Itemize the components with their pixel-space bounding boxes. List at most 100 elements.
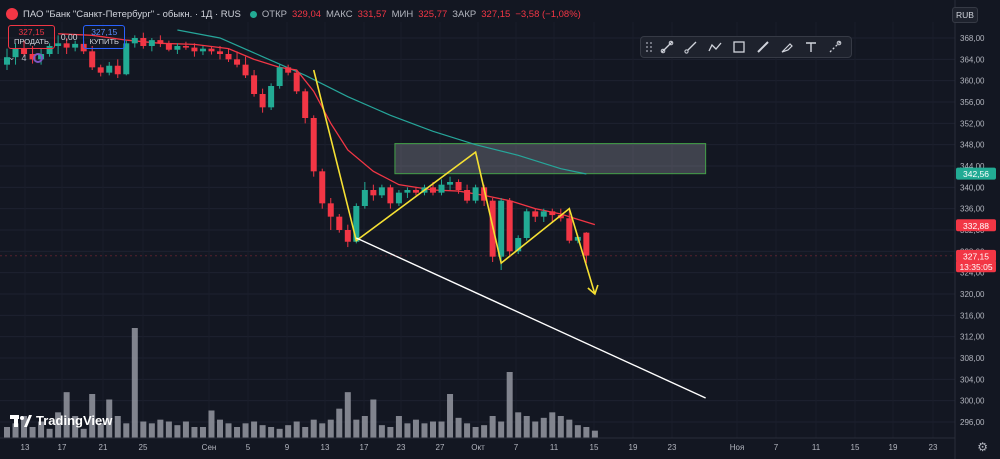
ma-long-line: [177, 29, 587, 175]
volume-bar: [540, 417, 547, 438]
volume-bar: [523, 416, 530, 438]
volume-bar: [114, 416, 121, 438]
drawings: [0, 69, 955, 399]
x-tick-label: 23: [668, 443, 677, 452]
x-tick-label: 17: [58, 443, 67, 452]
candle-body: [55, 43, 62, 46]
price-axis: 368,00 364,00 360,00 356,00 352,00 348,00 344,…: [954, 0, 985, 459]
candle-body: [310, 118, 317, 172]
candle-body: [378, 187, 385, 196]
volume-bar: [464, 423, 471, 438]
y-tick-label: 336,00: [960, 205, 985, 214]
x-tick-label: 13: [21, 443, 30, 452]
gear-icon[interactable]: ⚙: [977, 440, 988, 454]
candle-body: [515, 238, 522, 252]
price-label-text: 327,15: [963, 251, 989, 261]
highlighter-icon[interactable]: [777, 38, 797, 56]
spread-value: 0,00: [60, 32, 78, 42]
x-tick-label: 17: [360, 443, 369, 452]
candle-body: [549, 211, 556, 216]
chevron-down-icon: ⌄: [8, 52, 16, 62]
candle-body: [293, 72, 300, 92]
candle-body: [199, 48, 206, 52]
indicators-toggle[interactable]: ⌄ 4: [8, 52, 43, 63]
y-tick-label: 324,00: [960, 269, 985, 278]
currency-selector[interactable]: RUB: [952, 7, 978, 23]
grip-icon[interactable]: [645, 41, 653, 53]
x-tick-label: 21: [99, 443, 108, 452]
symbol-title[interactable]: ПАО "Банк "Санкт-Петербург" - обыкн. · 1…: [23, 8, 241, 20]
x-tick-label: Окт: [471, 443, 485, 452]
volume-bar: [63, 392, 70, 438]
y-tick-label: 308,00: [960, 354, 985, 363]
volume-bar: [80, 428, 87, 438]
volume-bar: [489, 416, 496, 438]
candle-body: [131, 38, 138, 44]
volume-bar: [532, 421, 539, 438]
volume-bar: [38, 421, 45, 438]
volume-bar: [310, 419, 317, 438]
trend-line-icon[interactable]: [681, 38, 701, 56]
candle-body: [46, 46, 53, 54]
candle-body: [12, 48, 19, 58]
high-label: МАКС: [326, 8, 353, 20]
candle-body: [481, 187, 488, 201]
candle-body: [234, 59, 241, 65]
price-label-text: 342,56: [963, 169, 989, 179]
y-tick-label: 352,00: [960, 119, 985, 128]
rectangle-icon[interactable]: [729, 38, 749, 56]
candle-body: [225, 54, 232, 60]
time-axis: 13 17 21 25 Сен 5 9 13 17 23 27 Окт 7 11 15 19 23 Ноя 7 11 1…: [0, 437, 955, 452]
y-tick-label: 348,00: [960, 141, 985, 150]
measure-icon[interactable]: [825, 38, 845, 56]
volume-bar: [327, 419, 334, 438]
volume-bar: [106, 399, 113, 438]
volume-bar: [285, 425, 292, 438]
volume-bar: [225, 423, 232, 438]
candle-body: [148, 40, 155, 46]
candle-body: [97, 67, 104, 73]
x-tick-label: 9: [285, 443, 290, 452]
market-status-icon: [249, 10, 257, 18]
volume-bar: [251, 421, 258, 438]
buy-button[interactable]: 327,15 КУПИТЬ: [83, 25, 125, 49]
x-tick-label: 19: [629, 443, 638, 452]
price-label-bg: [956, 167, 996, 180]
volume-bar: [370, 399, 377, 438]
volume-bar: [566, 419, 573, 438]
brush-icon[interactable]: [753, 38, 773, 56]
candle-body: [302, 91, 309, 118]
y-tick-label: 340,00: [960, 183, 985, 192]
candle-body: [523, 211, 530, 238]
candle-body: [259, 94, 266, 108]
volume-bar: [208, 410, 215, 438]
sell-button[interactable]: 327,15 ПРОДАТЬ: [8, 25, 55, 49]
candle-body: [106, 65, 113, 73]
candle-body: [242, 64, 249, 76]
open-value: 329,04: [291, 8, 322, 20]
candle-body: [327, 203, 334, 217]
volume-bar: [447, 394, 454, 438]
volume-bar: [140, 421, 147, 438]
candle-body: [319, 171, 326, 204]
drawing-toolbar: [640, 36, 852, 58]
candle-body: [447, 182, 454, 185]
volume-bar: [293, 421, 300, 438]
volume-bar: [165, 421, 172, 438]
zigzag-pattern-line: [312, 69, 596, 295]
y-tick-label: 296,00: [960, 418, 985, 427]
candle-body: [583, 232, 590, 256]
indicator-circle-icon[interactable]: [32, 52, 43, 63]
x-tick-label: 13: [321, 443, 330, 452]
price-label-bg: [956, 219, 996, 232]
y-tick-label: 316,00: [960, 311, 985, 320]
candle-body: [123, 43, 130, 75]
candle-body: [217, 51, 223, 54]
candle-body: [268, 86, 275, 108]
ray-icon[interactable]: [657, 38, 677, 56]
path-icon[interactable]: [705, 38, 725, 56]
x-tick-label: 23: [397, 443, 406, 452]
candle-body: [63, 43, 70, 48]
text-icon[interactable]: [801, 38, 821, 56]
